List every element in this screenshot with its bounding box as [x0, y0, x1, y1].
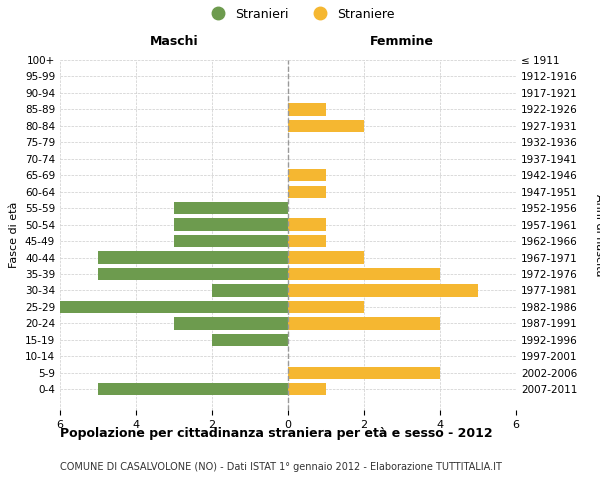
Bar [288, 186, 326, 198]
Bar [288, 252, 364, 264]
Bar [288, 268, 440, 280]
Text: Popolazione per cittadinanza straniera per età e sesso - 2012: Popolazione per cittadinanza straniera p… [60, 428, 493, 440]
Text: Femmine: Femmine [370, 36, 434, 49]
Legend: Stranieri, Straniere: Stranieri, Straniere [200, 2, 400, 26]
Bar [288, 383, 326, 396]
Bar [288, 218, 326, 231]
Bar [98, 383, 288, 396]
Bar [212, 284, 288, 296]
Bar [288, 300, 364, 313]
Text: COMUNE DI CASALVOLONE (NO) - Dati ISTAT 1° gennaio 2012 - Elaborazione TUTTITALI: COMUNE DI CASALVOLONE (NO) - Dati ISTAT … [60, 462, 502, 472]
Bar [98, 252, 288, 264]
Bar [288, 366, 440, 379]
Bar [174, 218, 288, 231]
Bar [288, 317, 440, 330]
Bar [212, 334, 288, 346]
Bar [174, 317, 288, 330]
Bar [288, 120, 364, 132]
Bar [174, 202, 288, 214]
Bar [288, 235, 326, 247]
Text: Maschi: Maschi [149, 36, 199, 49]
Bar [98, 268, 288, 280]
Bar [288, 103, 326, 116]
Y-axis label: Fasce di età: Fasce di età [10, 202, 19, 268]
Bar [288, 169, 326, 181]
Bar [60, 300, 288, 313]
Bar [174, 235, 288, 247]
Bar [288, 284, 478, 296]
Y-axis label: Anni di nascita: Anni di nascita [594, 194, 600, 276]
